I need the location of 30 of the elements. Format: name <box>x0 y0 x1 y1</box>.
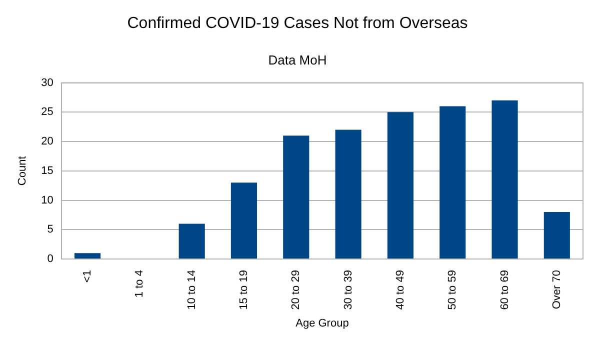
x-tick-label: 20 to 29 <box>290 270 302 310</box>
x-tick-label: Over 70 <box>550 270 563 310</box>
x-tick-label: 50 to 59 <box>446 270 459 310</box>
x-axis-title: Age Group <box>296 317 349 330</box>
y-tick-label: 20 <box>41 136 54 148</box>
y-tick-label: 25 <box>41 106 54 118</box>
chart-title: Confirmed COVID-19 Cases Not from Overseas <box>127 15 468 32</box>
x-tick-label: 10 to 14 <box>186 270 198 310</box>
bar <box>230 182 258 259</box>
bar <box>440 106 466 259</box>
x-tick-label: 1 to 4 <box>134 270 146 298</box>
x-tick-label: 15 to 19 <box>238 270 250 310</box>
bar <box>492 100 518 259</box>
y-tick-label: 30 <box>41 76 54 89</box>
bar <box>387 112 414 259</box>
bar <box>178 224 205 259</box>
bar <box>335 130 362 259</box>
y-axis-title: Count <box>16 156 29 186</box>
bar <box>74 253 101 259</box>
x-tick-label: <1 <box>82 270 94 283</box>
y-tick-label: 15 <box>41 164 54 177</box>
x-tick-label: 40 to 49 <box>394 270 406 310</box>
bar <box>283 136 310 259</box>
x-tick-label: 60 to 69 <box>498 270 511 310</box>
y-tick-label: 5 <box>47 224 54 236</box>
bar <box>544 212 570 259</box>
x-tick-label: 30 to 39 <box>342 270 354 310</box>
y-tick-label: 10 <box>41 194 54 206</box>
chart-subtitle: Data MoH <box>268 52 327 68</box>
y-tick-label: 0 <box>47 253 54 266</box>
